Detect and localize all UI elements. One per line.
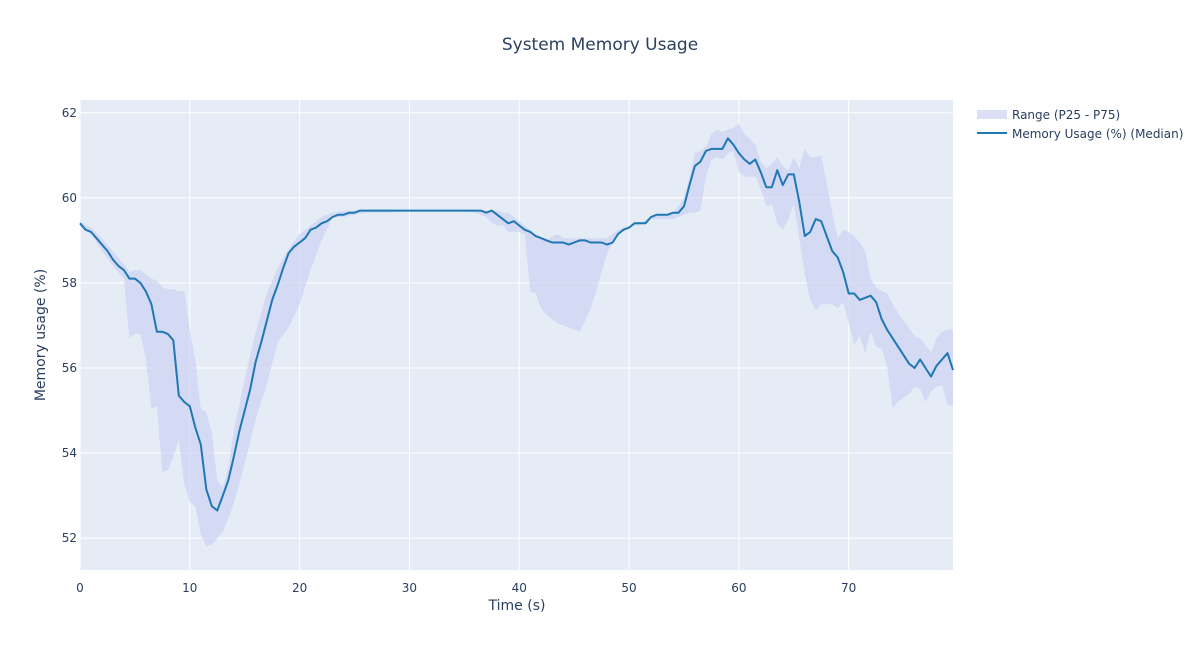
x-axis-title: Time (s) [488, 598, 546, 614]
x-tick-label: 40 [512, 581, 527, 595]
y-tick-label: 62 [62, 106, 77, 120]
x-tick-label: 10 [182, 581, 197, 595]
y-axis-ticks: 52 54 56 58 60 62 [62, 106, 77, 545]
median-line-layer [79, 137, 954, 512]
median-line [79, 137, 954, 512]
x-tick-label: 60 [731, 581, 746, 595]
x-tick-label: 70 [841, 581, 856, 595]
legend-item-range[interactable]: Range (P25 - P75) [977, 108, 1120, 122]
y-tick-label: 60 [62, 191, 77, 205]
x-tick-label: 30 [402, 581, 417, 595]
y-axis-title: Memory usage (%) [33, 269, 49, 401]
x-axis-ticks: 0 10 20 30 40 50 60 70 [76, 581, 856, 595]
grid-lines [79, 100, 953, 570]
x-tick-label: 20 [292, 581, 307, 595]
legend-label-range: Range (P25 - P75) [1012, 108, 1120, 122]
x-tick-label: 0 [76, 581, 84, 595]
legend[interactable]: Range (P25 - P75) Memory Usage (%) (Medi… [977, 108, 1183, 141]
y-tick-label: 56 [62, 361, 77, 375]
x-tick-label: 50 [621, 581, 636, 595]
legend-label-median: Memory Usage (%) (Median) [1012, 127, 1183, 141]
chart-title: System Memory Usage [502, 35, 698, 55]
y-tick-label: 54 [62, 446, 77, 460]
legend-swatch-range [977, 110, 1007, 119]
y-tick-label: 52 [62, 531, 77, 545]
legend-item-median[interactable]: Memory Usage (%) (Median) [977, 127, 1183, 141]
y-tick-label: 58 [62, 276, 77, 290]
